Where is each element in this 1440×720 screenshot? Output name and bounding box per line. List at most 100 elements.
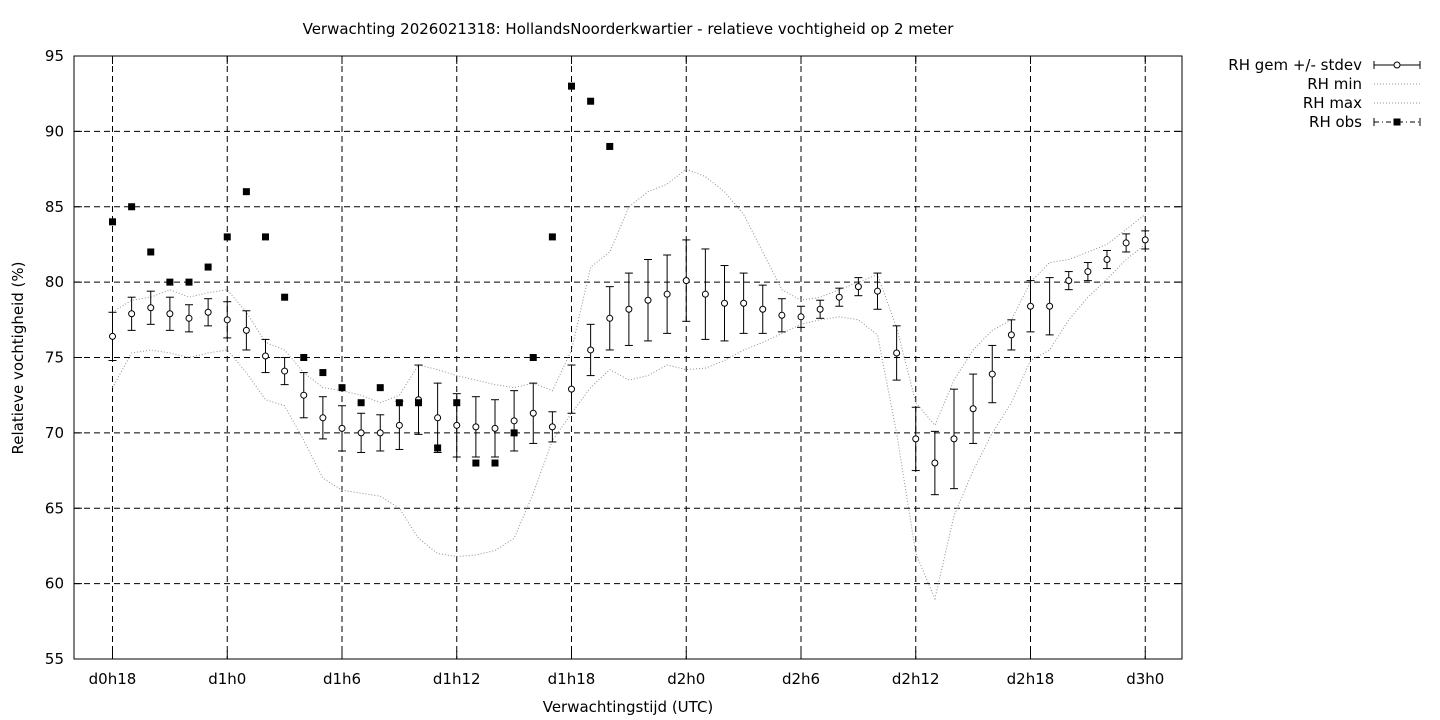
legend-sample-square [1393, 118, 1401, 126]
rh-mean-point [854, 283, 862, 291]
rh-mean-point [434, 414, 442, 422]
y-tick-label: 85 [45, 198, 64, 216]
rh-obs-point [147, 248, 155, 256]
rh-obs-point [185, 278, 193, 286]
rh-mean-point [606, 314, 614, 322]
x-tick-label: d3h0 [1126, 670, 1164, 688]
rh-obs-point [395, 399, 403, 407]
rh-obs-point [529, 354, 537, 361]
rh-min-line [112, 244, 1146, 601]
rh-mean-point [1141, 236, 1149, 244]
rh-mean-point [1046, 302, 1054, 310]
rh-mean-point [109, 332, 116, 340]
x-tick-label: d2h12 [892, 670, 940, 688]
rh-obs-point [491, 459, 499, 467]
rh-mean-point [510, 417, 518, 425]
rh-obs-point [338, 384, 346, 392]
rh-mean-point [893, 349, 901, 357]
rh-mean-point [376, 429, 384, 437]
rh-obs-point [568, 82, 575, 90]
rh-mean-point [147, 304, 155, 312]
rh-mean-point [797, 313, 805, 321]
y-axis-label: Relatieve vochtigheid (%) [9, 261, 27, 454]
rh-obs-point [242, 188, 250, 196]
rh-max-line [112, 168, 1146, 427]
rh-mean-point [587, 346, 595, 354]
x-tick-label: d1h6 [323, 670, 361, 688]
legend-label: RH min [1307, 75, 1362, 93]
rh-mean-point [1084, 268, 1092, 276]
rh-obs-point [376, 384, 384, 392]
rh-mean-point [300, 391, 308, 399]
rh-obs-point [300, 354, 308, 361]
rh-obs-point [262, 233, 269, 241]
rh-mean-point [874, 287, 881, 295]
rh-mean-point [338, 424, 346, 432]
y-tick-label: 60 [45, 575, 64, 593]
rh-mean-point [529, 409, 537, 417]
rh-mean-point [281, 367, 289, 375]
rh-mean-point [204, 308, 212, 316]
rh-mean-point [759, 305, 767, 313]
x-tick-label: d1h12 [433, 670, 481, 688]
rh-mean-point [1122, 239, 1130, 247]
rh-mean-point [988, 370, 996, 378]
rh-obs-point [128, 203, 136, 211]
rh-mean-point [128, 310, 136, 318]
rh-mean-point [950, 435, 958, 443]
rh-mean-point [1065, 277, 1073, 285]
y-tick-label: 55 [45, 650, 64, 668]
rh-obs-point [319, 369, 327, 377]
x-tick-label: d0h18 [89, 670, 137, 688]
legend-label: RH obs [1309, 113, 1362, 131]
rh-mean-point [931, 459, 939, 467]
rh-obs-point [453, 399, 461, 407]
rh-obs-point [587, 97, 595, 105]
rh-mean-point [740, 299, 748, 307]
rh-mean-point [816, 305, 824, 313]
rh-mean-point [262, 352, 269, 360]
rh-mean-point [319, 414, 327, 422]
y-tick-label: 75 [45, 349, 64, 367]
rh-obs-point [415, 399, 422, 407]
rh-mean-point [357, 429, 365, 437]
rh-obs-point [434, 444, 442, 452]
rh-mean-point [166, 310, 174, 318]
rh-mean-point [1007, 331, 1015, 339]
rh-mean-point [912, 435, 920, 443]
x-tick-label: d2h0 [667, 670, 705, 688]
chart-title: Verwachting 2026021318: HollandsNoorderk… [303, 20, 955, 38]
rh-obs-point [548, 233, 556, 241]
rh-obs-point [166, 278, 174, 286]
rh-mean-point [548, 423, 556, 431]
x-axis-label: Verwachtingstijd (UTC) [543, 698, 714, 716]
rh-mean-point [663, 290, 671, 298]
y-tick-label: 90 [45, 122, 64, 140]
rh-obs-point [606, 142, 614, 150]
series-layer [108, 82, 1150, 601]
rh-mean-point [778, 311, 786, 319]
rh-mean-point [721, 299, 728, 307]
rh-mean-point [682, 277, 690, 285]
rh-mean-point [625, 305, 633, 313]
rh-obs-point [204, 263, 212, 271]
rh-mean-point [491, 424, 499, 432]
y-tick-label: 65 [45, 499, 64, 517]
rh-mean-point [835, 293, 843, 301]
rh-obs-point [472, 459, 480, 467]
rh-obs-point [510, 429, 518, 437]
rh-mean-point [701, 290, 709, 298]
rh-mean-point [472, 423, 480, 431]
rh-mean-point [242, 326, 250, 334]
rh-mean-point [1103, 256, 1111, 264]
legend-label: RH gem +/- stdev [1228, 56, 1362, 74]
rh-obs-point [281, 293, 289, 301]
x-tick-label: d2h6 [782, 670, 820, 688]
rh-mean-point [223, 316, 231, 324]
x-tick-label: d1h18 [548, 670, 596, 688]
rh-mean-point [453, 421, 461, 429]
tick-layer: 55 60 65 70 75 80 85 90 95 d0h18 d1h0 d1h6 d1h12 d1h1… [45, 47, 1182, 688]
